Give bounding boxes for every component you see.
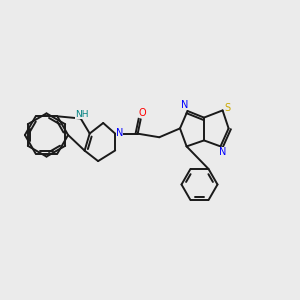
Text: N: N (116, 128, 123, 138)
Text: N: N (182, 100, 189, 110)
Text: NH: NH (76, 110, 89, 119)
Text: N: N (219, 147, 226, 157)
Text: S: S (225, 103, 231, 113)
Text: O: O (139, 108, 147, 118)
